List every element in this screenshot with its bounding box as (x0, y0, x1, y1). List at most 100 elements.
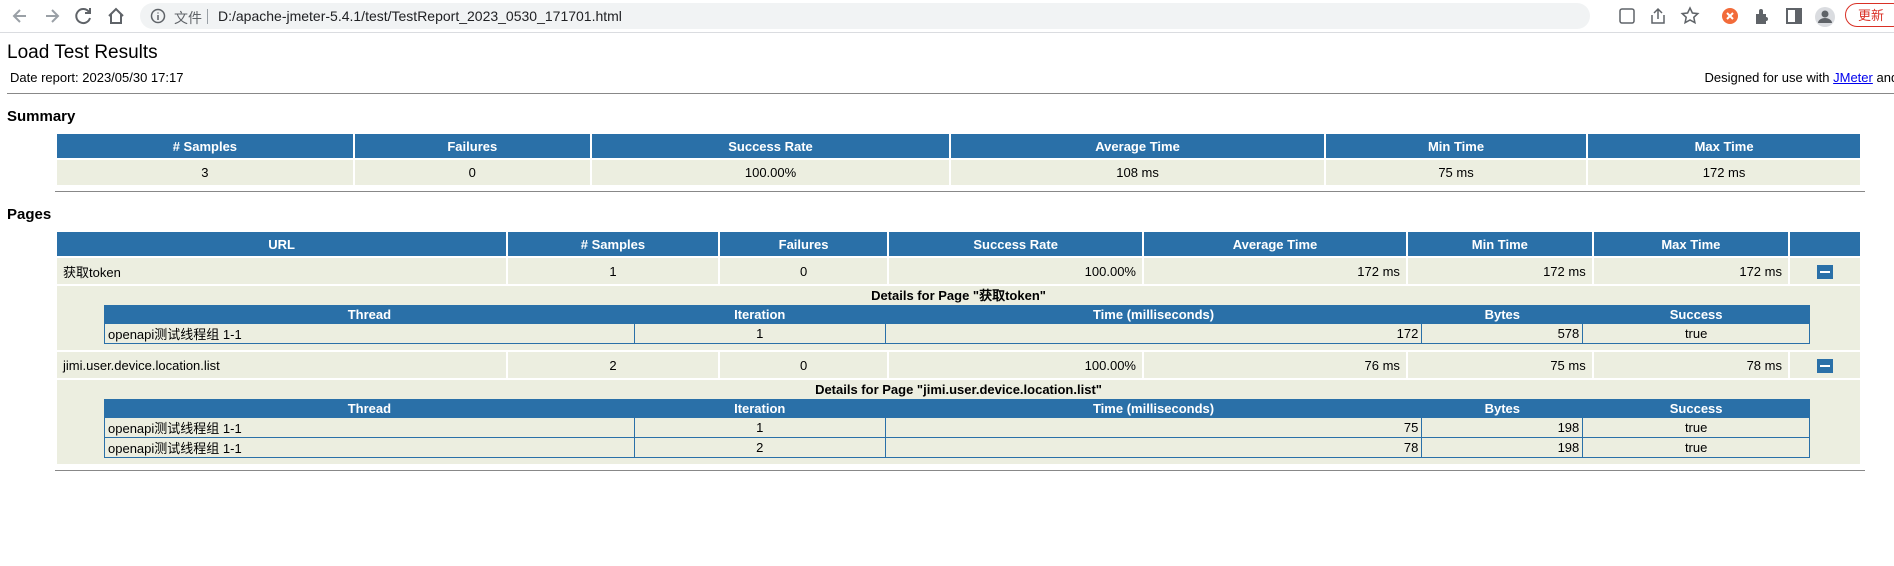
header-row: Thread Iteration Time (milliseconds) Bytes S… (104, 305, 1810, 324)
details-data-row: openapi测试线程组 1-1 1 75 198 true (104, 417, 1810, 438)
report-title: Load Test Results (7, 42, 158, 63)
home-button[interactable] (106, 6, 126, 26)
details-table: Thread Iteration Time (milliseconds) Bytes S… (104, 399, 1810, 458)
address-bar[interactable]: 文件 D:/apache-jmeter-5.4.1/test/TestRepor… (140, 3, 1590, 29)
details-row: Details for Page "获取token" Thread Iteratio… (57, 286, 1860, 350)
and-text: and (1876, 70, 1894, 85)
column-header: Min Time (1407, 232, 1592, 256)
cell: 198 (1421, 437, 1584, 458)
divider (55, 470, 1865, 471)
cell: 2 (633, 437, 886, 458)
header-row: Thread Iteration Time (milliseconds) Bytes S… (104, 399, 1810, 418)
cell: 78 ms (1593, 352, 1788, 378)
cell: 3 (57, 160, 353, 185)
profile-icon[interactable] (1814, 6, 1836, 28)
column-header: Bytes (1421, 399, 1584, 418)
column-header: Thread (104, 305, 635, 324)
page-row: 获取token 1 0 100.00% 172 ms 172 ms 172 ms (57, 258, 1860, 284)
cell: 75 ms (1325, 160, 1587, 185)
column-header: Average Time (951, 134, 1324, 158)
column-header: Time (milliseconds) (884, 305, 1423, 324)
cell: 75 ms (1407, 352, 1592, 378)
cell: 0 (719, 258, 888, 284)
column-header: Success Rate (889, 232, 1142, 256)
column-header: Max Time (1588, 134, 1860, 158)
details-row: Details for Page "jimi.user.device.locat… (57, 380, 1860, 464)
collapse-button[interactable] (1816, 358, 1833, 373)
toggle-cell (1789, 258, 1860, 284)
column-header: Bytes (1421, 305, 1584, 324)
cell: 76 ms (1143, 352, 1406, 378)
column-header: Success (1582, 305, 1810, 324)
cell: 578 (1421, 323, 1584, 344)
update-button[interactable]: 更新 (1845, 3, 1894, 27)
translate-icon[interactable] (1617, 6, 1637, 26)
details-table: Thread Iteration Time (milliseconds) Bytes S… (104, 305, 1810, 344)
report-meta: Date report: 2023/05/30 17:17 Designed f… (10, 70, 1894, 85)
separator (207, 9, 208, 24)
cell: 198 (1421, 417, 1584, 438)
cell: 获取token (57, 258, 507, 284)
cell: openapi测试线程组 1-1 (104, 437, 635, 458)
bookmark-icon[interactable] (1680, 6, 1700, 26)
reload-button[interactable] (74, 6, 94, 26)
designed-for: Designed for use with JMeter and An (1704, 70, 1894, 85)
column-header: Average Time (1143, 232, 1406, 256)
cell: 1 (633, 323, 886, 344)
cell: 78 (884, 437, 1423, 458)
details-cell: Details for Page "jimi.user.device.locat… (57, 380, 1860, 464)
url: D:/apache-jmeter-5.4.1/test/TestReport_2… (218, 8, 622, 24)
cell: 108 ms (951, 160, 1324, 185)
summary-row: 3 0 100.00% 108 ms 75 ms 172 ms (57, 160, 1860, 185)
pages-table: URL # Samples Failures Success Rate Average … (55, 230, 1862, 466)
details-title: Details for Page "jimi.user.device.locat… (815, 382, 1102, 397)
cell: 172 (884, 323, 1423, 344)
page-row: jimi.user.device.location.list 2 0 100.00% 7… (57, 352, 1860, 378)
forward-button[interactable] (42, 6, 62, 26)
header-row: # Samples Failures Success Rate Average Tim… (57, 134, 1860, 158)
pages-heading: Pages (7, 206, 52, 223)
details-title: Details for Page "获取token" (871, 288, 1046, 303)
cell: 172 ms (1143, 258, 1406, 284)
column-header: Failures (354, 134, 590, 158)
sidepanel-icon[interactable] (1784, 6, 1804, 26)
report-date: Date report: 2023/05/30 17:17 (10, 70, 184, 85)
column-header: Success (1582, 399, 1810, 418)
cell: openapi测试线程组 1-1 (104, 323, 635, 344)
cell: 75 (884, 417, 1423, 438)
report: Load Test Results Date report: 2023/05/3… (0, 42, 1894, 471)
extension-icon[interactable] (1720, 6, 1740, 26)
cell: 0 (719, 352, 888, 378)
cell: true (1582, 417, 1810, 438)
cell: 2 (508, 352, 718, 378)
cell: 172 ms (1593, 258, 1788, 284)
details-data-row: openapi测试线程组 1-1 2 78 198 true (104, 437, 1810, 458)
cell: true (1582, 437, 1810, 458)
column-header: Time (milliseconds) (884, 399, 1423, 418)
divider (55, 191, 1865, 192)
file-label: 文件 (174, 10, 202, 26)
info-icon[interactable] (150, 8, 166, 24)
designed-prefix: Designed for use with (1704, 70, 1830, 85)
collapse-button[interactable] (1816, 264, 1833, 279)
header-row: URL # Samples Failures Success Rate Average … (57, 232, 1860, 256)
cell: 100.00% (889, 352, 1142, 378)
details-data-row: openapi测试线程组 1-1 1 172 578 true (104, 323, 1810, 344)
details-cell: Details for Page "获取token" Thread Iteratio… (57, 286, 1860, 350)
extensions-icon[interactable] (1752, 6, 1772, 26)
column-header: Thread (104, 399, 635, 418)
browser-toolbar: 文件 D:/apache-jmeter-5.4.1/test/TestRepor… (0, 0, 1894, 33)
column-header: Max Time (1593, 232, 1788, 256)
cell: true (1582, 323, 1810, 344)
column-header: # Samples (57, 134, 353, 158)
toggle-cell (1789, 352, 1860, 378)
cell: 172 ms (1407, 258, 1592, 284)
cell: 172 ms (1588, 160, 1860, 185)
cell: 1 (633, 417, 886, 438)
back-button[interactable] (10, 6, 30, 26)
cell: 100.00% (889, 258, 1142, 284)
jmeter-link[interactable]: JMeter (1833, 70, 1873, 85)
summary-heading: Summary (7, 108, 76, 125)
share-icon[interactable] (1648, 6, 1668, 26)
cell: 1 (508, 258, 718, 284)
